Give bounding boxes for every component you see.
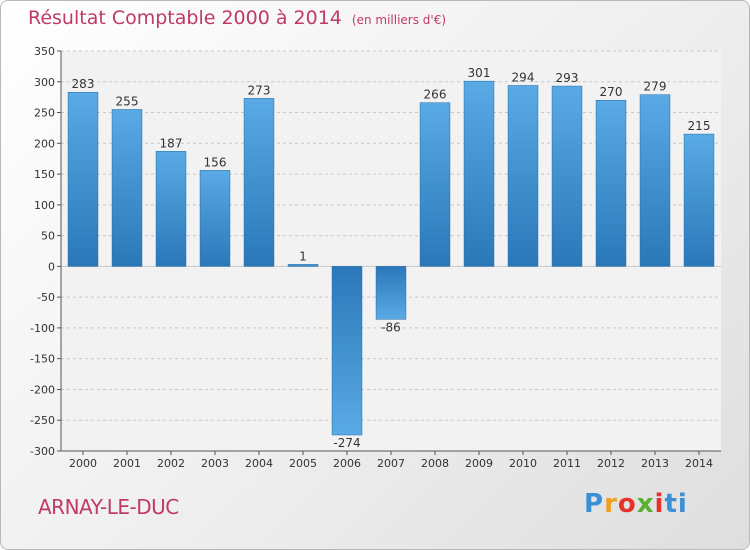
bar	[683, 133, 715, 267]
y-tick-label: -150	[30, 353, 55, 366]
bar-value-label: 215	[688, 119, 711, 133]
y-tick-label: -100	[30, 322, 55, 335]
x-tick-label: 2009	[465, 457, 493, 470]
bar	[639, 94, 671, 267]
y-tick-label: -300	[30, 445, 55, 458]
bar	[595, 99, 627, 267]
x-tick-label: 2000	[69, 457, 97, 470]
y-tick-label: -50	[37, 291, 55, 304]
bar	[111, 109, 143, 267]
bar-value-label: 187	[160, 136, 183, 150]
bar-value-label: 1	[299, 249, 307, 263]
bar-value-label: 266	[424, 88, 447, 102]
bar-value-label: 255	[116, 94, 139, 108]
proxiti-logo: Proxiti	[584, 489, 688, 519]
bar	[331, 266, 363, 436]
bar-value-label: 293	[556, 71, 579, 85]
bar-value-label: -86	[381, 320, 401, 334]
x-tick-label: 2014	[685, 457, 713, 470]
y-tick-label: -200	[30, 383, 55, 396]
y-tick-label: 100	[34, 199, 55, 212]
bar	[67, 91, 99, 267]
chart-subtitle: (en milliers d'€)	[351, 13, 447, 27]
logo-letter: o	[617, 489, 637, 519]
x-tick-label: 2013	[641, 457, 669, 470]
bar	[243, 98, 275, 267]
bar-value-label: 270	[600, 85, 623, 99]
bar-value-label: 156	[204, 155, 227, 169]
x-tick-label: 2003	[201, 457, 229, 470]
chart-title: Résultat Comptable 2000 à 2014 (en millie…	[28, 7, 446, 29]
y-tick-label: 0	[48, 260, 55, 273]
logo-letter: i	[654, 489, 665, 519]
y-tick-label: 250	[34, 107, 55, 120]
logo-letter: ti	[664, 489, 688, 519]
bar-value-label: 301	[468, 66, 491, 80]
logo-letter: r	[604, 489, 618, 519]
y-tick-label: 300	[34, 76, 55, 89]
bar	[463, 80, 495, 267]
bar-value-label: 283	[72, 77, 95, 91]
bar	[419, 102, 451, 267]
bar-value-label: 273	[248, 83, 271, 97]
chart-title-text: Résultat Comptable 2000 à 2014	[28, 7, 342, 29]
y-tick-label: 350	[34, 45, 55, 58]
bar-value-label: -274	[333, 436, 360, 450]
logo-letter: P	[584, 489, 605, 519]
y-tick-label: 200	[34, 137, 55, 150]
bar	[507, 85, 539, 267]
bar	[155, 151, 187, 267]
x-tick-label: 2002	[157, 457, 185, 470]
bar	[375, 266, 407, 320]
bar	[199, 170, 231, 267]
y-tick-label: 150	[34, 168, 55, 181]
bar	[551, 85, 583, 267]
bar	[287, 264, 319, 267]
x-tick-label: 2006	[333, 457, 361, 470]
x-tick-label: 2008	[421, 457, 449, 470]
x-tick-label: 2007	[377, 457, 405, 470]
y-tick-label: 50	[41, 230, 55, 243]
x-tick-label: 2004	[245, 457, 273, 470]
y-tick-label: -250	[30, 414, 55, 427]
city-name: ARNAY-LE-DUC	[38, 495, 179, 519]
bar-value-label: 294	[512, 70, 535, 84]
x-tick-label: 2010	[509, 457, 537, 470]
bar-value-label: 279	[644, 80, 667, 94]
x-tick-label: 2005	[289, 457, 317, 470]
x-tick-label: 2011	[553, 457, 581, 470]
x-tick-label: 2001	[113, 457, 141, 470]
x-tick-label: 2012	[597, 457, 625, 470]
logo-letter: x	[636, 489, 655, 519]
